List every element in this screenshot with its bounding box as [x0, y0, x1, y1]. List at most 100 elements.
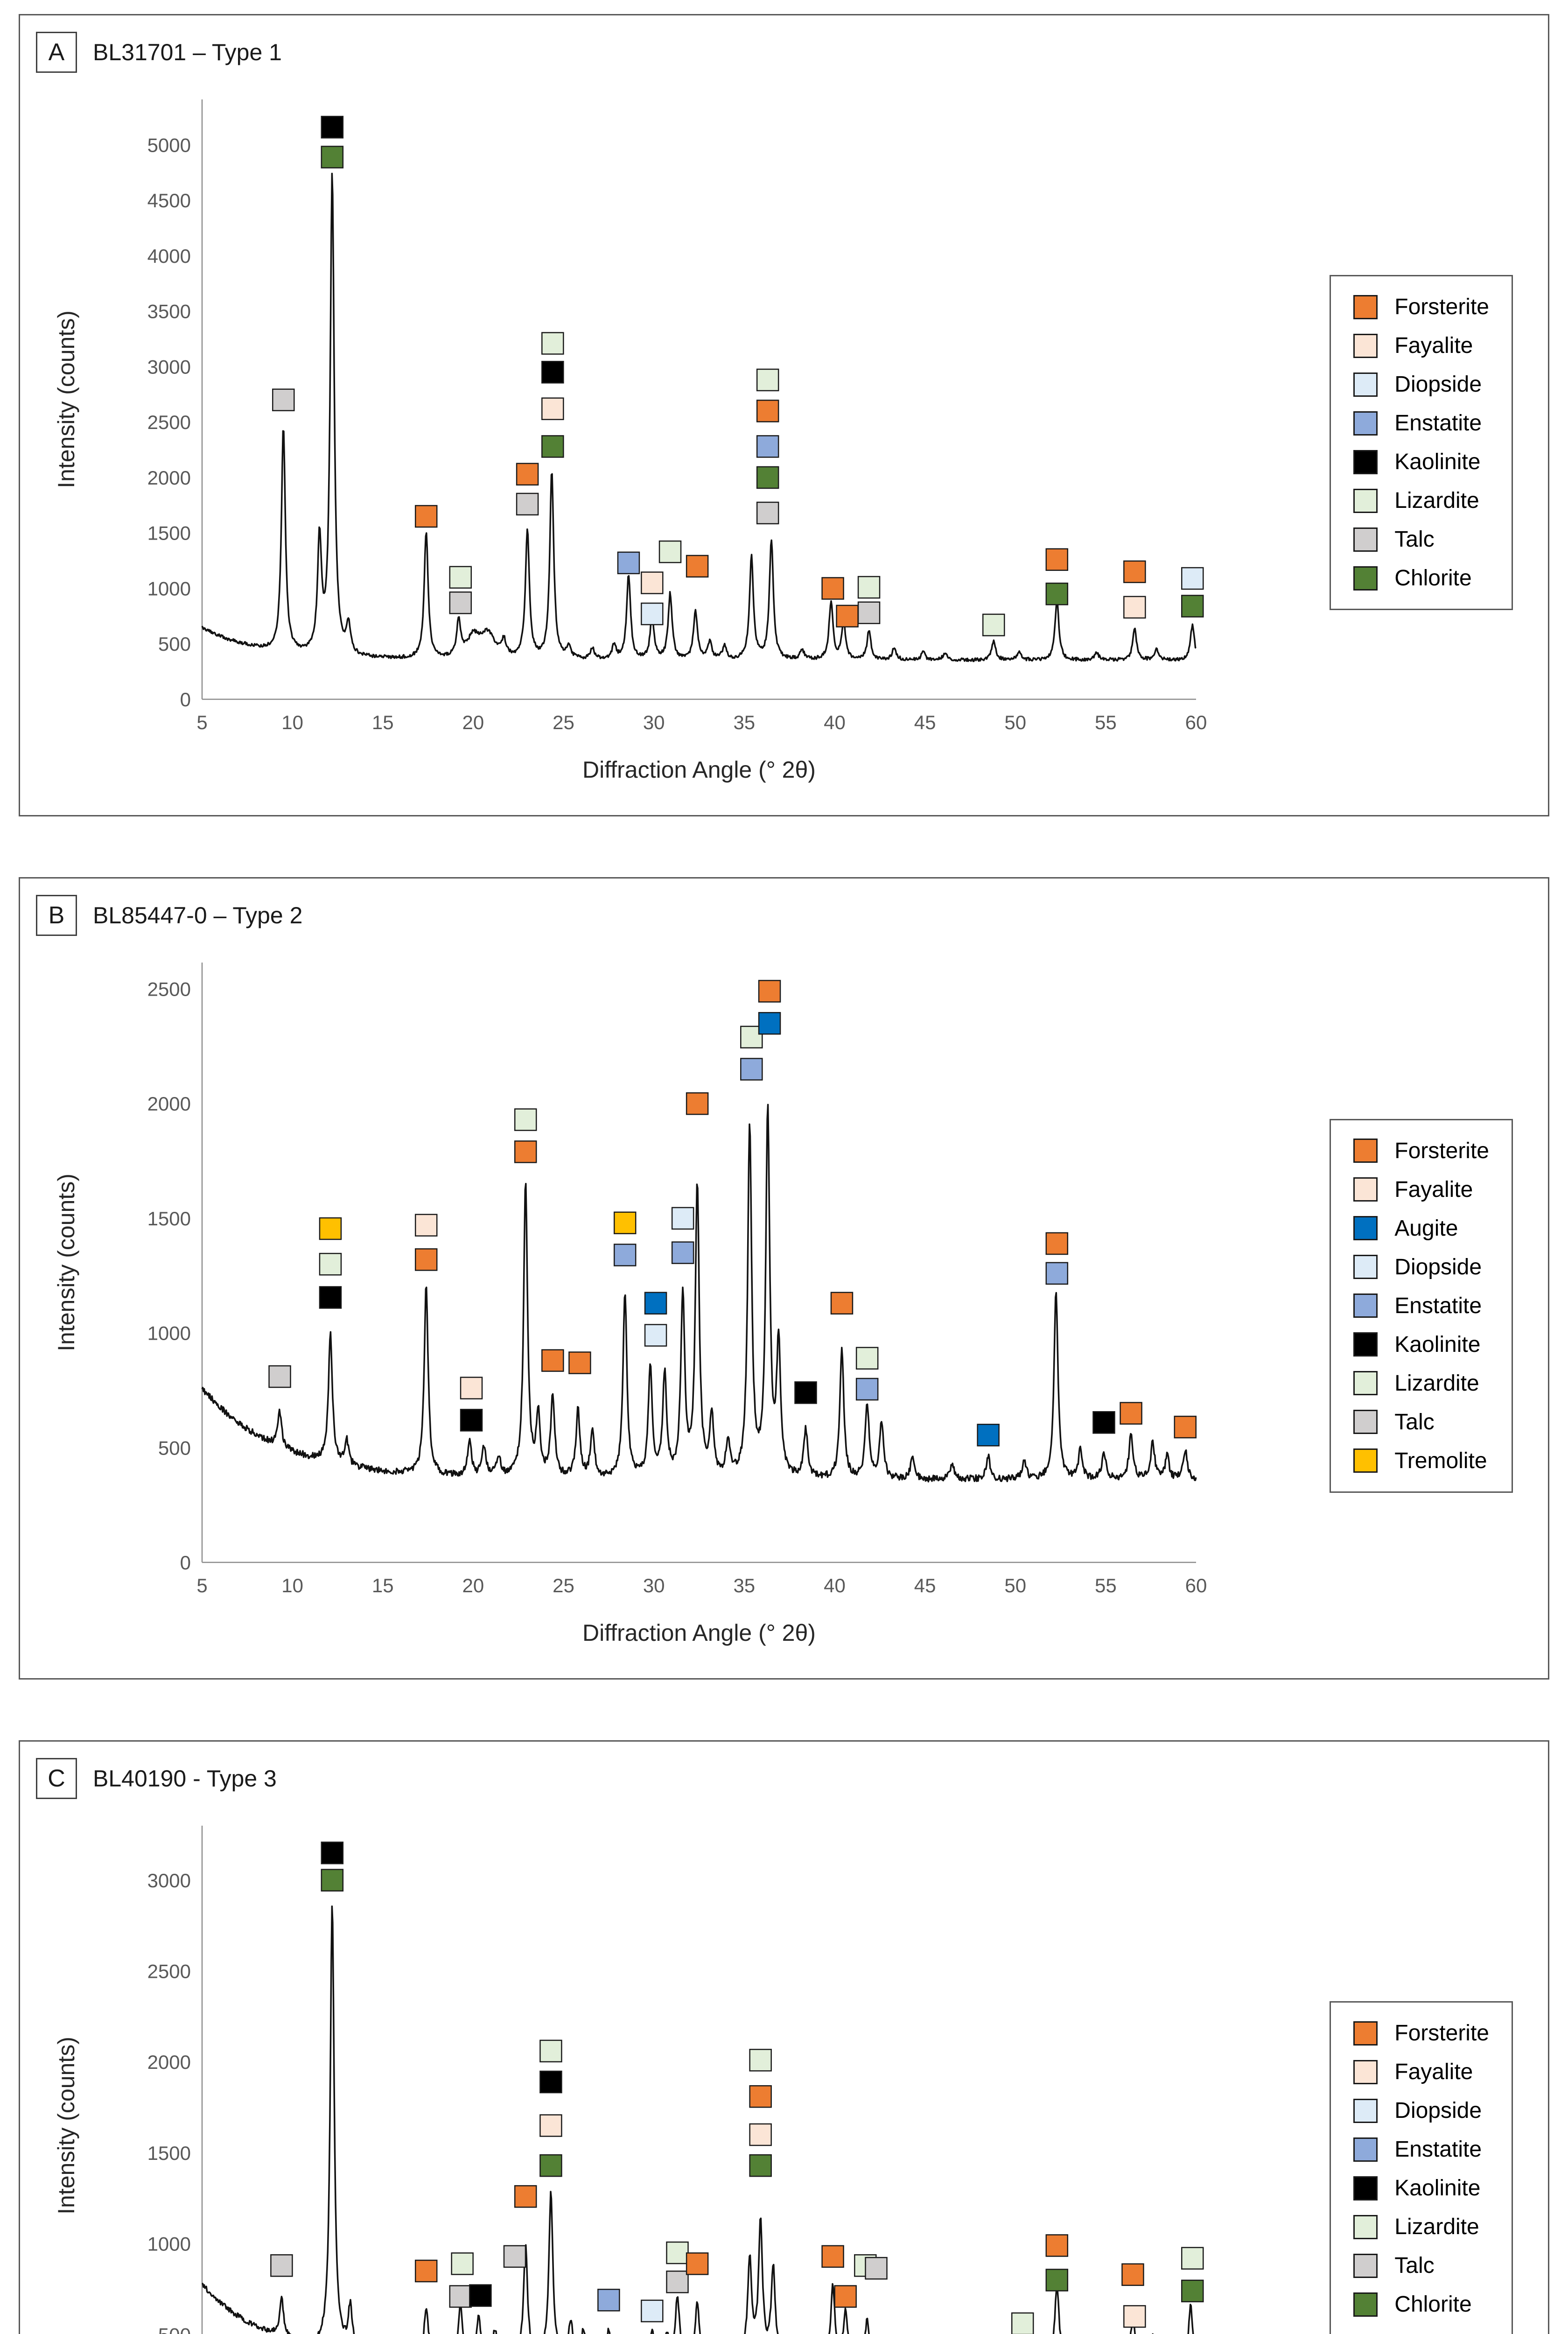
- mineral-marker-diopside: [644, 1324, 667, 1347]
- legend-swatch-chlorite: [1353, 2292, 1378, 2317]
- mineral-marker-lizardite: [451, 2252, 474, 2275]
- legend-swatch-enstatite: [1353, 411, 1378, 436]
- mineral-marker-fayalite: [541, 397, 564, 420]
- legend-label: Forsterite: [1394, 295, 1489, 319]
- xrd-pattern-curve: [201, 1905, 1194, 2334]
- panel-header: A BL31701 – Type 1: [36, 29, 1534, 76]
- legend-label: Lizardite: [1394, 2214, 1479, 2239]
- mineral-marker-lizardite: [982, 613, 1005, 637]
- mineral-marker-forsterite: [414, 505, 438, 528]
- mineral-marker-enstatite: [613, 1244, 637, 1266]
- mineral-marker-lizardite: [1181, 2247, 1204, 2270]
- mineral-marker-lizardite: [539, 2039, 562, 2063]
- legend-item-chlorite: Chlorite: [1353, 2292, 1489, 2317]
- mineral-marker-enstatite: [597, 2289, 620, 2312]
- mineral-marker-forsterite: [686, 1092, 709, 1115]
- mineral-marker-talc: [268, 1365, 291, 1388]
- legend-label: Augite: [1394, 1216, 1458, 1241]
- y-tick-label: 3000: [147, 356, 191, 378]
- x-tick-label: 25: [553, 1575, 574, 1596]
- legend-swatch-enstatite: [1353, 2137, 1378, 2162]
- x-tick-label: 40: [824, 711, 846, 733]
- y-axis-title: Intensity (counts): [53, 2037, 79, 2214]
- mineral-marker-forsterite: [1120, 1402, 1142, 1425]
- mineral-marker-augite: [977, 1424, 1000, 1447]
- mineral-marker-lizardite: [449, 566, 472, 589]
- legend-item-enstatite: Enstatite: [1353, 2137, 1489, 2162]
- x-tick-label: 30: [643, 711, 665, 733]
- panel-letter-badge: B: [36, 895, 77, 936]
- mineral-marker-talc: [503, 2245, 526, 2268]
- mineral-marker-fayalite: [641, 571, 664, 594]
- mineral-marker-chlorite: [321, 1869, 344, 1892]
- mineral-marker-augite: [758, 1012, 781, 1035]
- mineral-marker-kaolinite: [541, 361, 564, 384]
- mineral-marker-forsterite: [1121, 2263, 1144, 2286]
- legend-swatch-forsterite: [1353, 1139, 1378, 1163]
- mineral-marker-chlorite: [1181, 595, 1204, 618]
- legend-label: Fayalite: [1394, 333, 1473, 358]
- legend-label: Talc: [1394, 1409, 1435, 1434]
- legend-swatch-fayalite: [1353, 333, 1378, 358]
- legend-swatch-lizardite: [1353, 1371, 1378, 1395]
- mineral-marker-enstatite: [671, 1241, 694, 1264]
- legend-swatch-augite: [1353, 1216, 1378, 1240]
- legend-swatch-enstatite: [1353, 1294, 1378, 1318]
- mineral-marker-chlorite: [756, 466, 779, 489]
- mineral-marker-kaolinite: [539, 2070, 562, 2094]
- legend-item-fayalite: Fayalite: [1353, 2059, 1489, 2085]
- legend-label: Talc: [1394, 527, 1435, 552]
- legend-swatch-chlorite: [1353, 566, 1378, 591]
- mineral-marker-chlorite: [539, 2154, 562, 2177]
- x-tick-label: 15: [372, 1575, 394, 1596]
- mineral-marker-talc: [270, 2254, 293, 2277]
- legend-item-diopside: Diopside: [1353, 1254, 1489, 1280]
- y-tick-label: 0: [180, 689, 191, 710]
- panel-title: BL31701 – Type 1: [93, 39, 282, 65]
- y-tick-label: 5000: [147, 134, 191, 156]
- mineral-marker-kaolinite: [794, 1381, 817, 1404]
- x-tick-label: 55: [1095, 1575, 1117, 1596]
- mineral-marker-enstatite: [756, 435, 779, 458]
- mineral-marker-talc: [865, 2257, 888, 2280]
- mineral-marker-forsterite: [758, 980, 781, 1003]
- y-tick-label: 2500: [147, 1961, 191, 1982]
- legend-swatch-diopside: [1353, 372, 1378, 397]
- legend-item-fayalite: Fayalite: [1353, 333, 1489, 359]
- mineral-marker-forsterite: [1045, 548, 1069, 571]
- mineral-marker-kaolinite: [319, 1286, 342, 1309]
- legend-label: Kaolinite: [1394, 450, 1481, 474]
- legend-label: Forsterite: [1394, 2021, 1489, 2046]
- legend-swatch-tremolite: [1353, 1448, 1378, 1473]
- panel-title: BL40190 - Type 3: [93, 1765, 277, 1792]
- legend-item-talc: Talc: [1353, 527, 1489, 552]
- legend-box: Forsterite Fayalite Augite Diopside Enstatit…: [1330, 1118, 1513, 1493]
- mineral-marker-forsterite: [756, 400, 779, 422]
- y-tick-label: 4000: [147, 245, 191, 267]
- y-tick-label: 4500: [147, 190, 191, 211]
- legend-item-diopside: Diopside: [1353, 372, 1489, 397]
- y-tick-label: 500: [158, 633, 191, 655]
- mineral-marker-forsterite: [414, 2259, 438, 2283]
- legend-label: Fayalite: [1394, 1177, 1473, 1202]
- legend-label: Diopside: [1394, 372, 1482, 397]
- y-tick-label: 2500: [147, 978, 191, 1000]
- legend-label: Diopside: [1394, 1254, 1482, 1279]
- x-tick-label: 60: [1185, 1575, 1207, 1596]
- legend-item-lizardite: Lizardite: [1353, 2214, 1489, 2240]
- mineral-marker-fayalite: [1123, 596, 1146, 619]
- mineral-marker-forsterite: [830, 1292, 854, 1315]
- legend-label: Kaolinite: [1394, 1332, 1481, 1357]
- mineral-marker-tremolite: [319, 1217, 342, 1240]
- y-tick-label: 500: [158, 1437, 191, 1459]
- panel-header: B BL85447-0 – Type 2: [36, 892, 1534, 939]
- y-tick-label: 3500: [147, 301, 191, 323]
- mineral-marker-forsterite: [1045, 1232, 1069, 1255]
- legend-swatch-talc: [1353, 1410, 1378, 1434]
- x-tick-label: 10: [281, 711, 303, 733]
- mineral-marker-forsterite: [568, 1351, 591, 1374]
- mineral-marker-forsterite: [514, 1140, 537, 1163]
- mineral-marker-forsterite: [821, 577, 844, 600]
- mineral-marker-diopside: [641, 602, 664, 626]
- legend-label: Enstatite: [1394, 1293, 1482, 1318]
